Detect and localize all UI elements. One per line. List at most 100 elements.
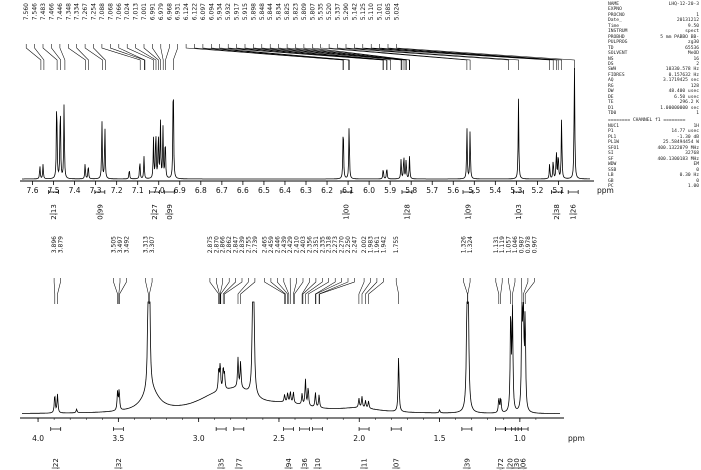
bottom-integral-value: 3.39: [463, 458, 471, 470]
top-peak-label: 7.066: [116, 3, 123, 20]
param-value: 1.00000000 sec: [660, 105, 699, 111]
top-peak-connector: [396, 44, 575, 70]
bottom-spectrum-trace: [22, 301, 560, 414]
top-peak-label: 5.101: [377, 3, 384, 20]
bottom-peak-connector: [307, 278, 329, 304]
top-tick-label: 6.2: [321, 186, 333, 195]
top-peak-connector: [42, 44, 58, 70]
top-peak-label: 5.915: [242, 3, 249, 20]
top-row: DS 2: [608, 62, 699, 67]
bottom-peak-connector: [209, 278, 219, 304]
top-tick-label: 7.2: [111, 186, 123, 195]
top-tick-label: 6.3: [300, 186, 312, 195]
bottom-peak-connector: [368, 278, 384, 304]
bottom-peak-connector: [219, 278, 223, 304]
top-peak-label: 5.844: [267, 3, 274, 20]
param-value: 0.157632 Hz: [668, 72, 699, 78]
bottom-peak-label: 1.326: [461, 236, 468, 253]
top-peak-connector: [51, 44, 61, 70]
param-key: Date_: [608, 18, 622, 24]
bottom-tick-label: 4.0: [32, 434, 44, 443]
param-key: NUC1: [608, 123, 620, 129]
top-row: DE 6.50 usec: [608, 95, 699, 100]
param-value: zg30: [687, 40, 699, 46]
bottom-peak-connector: [395, 278, 399, 304]
bottom-peak-connector: [149, 278, 153, 304]
bottom-tick-label: 2.5: [273, 434, 285, 443]
top-peak-label: 6.122: [192, 3, 199, 20]
top-peak-connector: [110, 44, 145, 70]
bottom-integral-value: 1.94: [285, 458, 293, 470]
bottom-peak-connector: [145, 278, 149, 304]
param-value: 9.50: [687, 23, 699, 29]
param-value: 400.1300183 MHz: [657, 156, 700, 162]
bottom-peak-label: 2.335: [319, 236, 326, 253]
param-key: DS: [608, 61, 614, 67]
top-tick-label: 6.7: [216, 186, 228, 195]
top-peak-connector: [337, 44, 509, 70]
top-row: TD0 1: [608, 111, 699, 116]
top-peak-label: 5.825: [284, 3, 291, 20]
top-integral-value: 1.28: [404, 204, 412, 220]
bottom-peak-label: 2.250: [345, 236, 352, 253]
top-row: NS 16: [608, 57, 699, 62]
param-key: PULPROG: [608, 40, 628, 46]
top-peak-connector: [25, 44, 42, 70]
top-row: TE 296.2 K: [608, 100, 699, 105]
bottom-row: SI 32768: [608, 151, 699, 156]
top-peak-label: 6.979: [158, 3, 165, 20]
top-peak-label: 5.807: [309, 3, 316, 20]
param-value: 14.77 usec: [671, 129, 699, 135]
top-tick-label: 7.1: [132, 186, 144, 195]
top-integral-value: 1.26: [570, 204, 578, 220]
top-peak-label: 6.968: [166, 3, 173, 20]
bottom-peak-label: 3.879: [58, 236, 65, 253]
bottom-peak-label: 1.046: [512, 236, 519, 253]
bottom-peak-connector: [524, 278, 535, 304]
bottom-tick-label: 1.0: [514, 434, 526, 443]
top-peak-connector: [312, 44, 410, 70]
param-key: P1: [608, 129, 614, 135]
top-peak-label: 7.254: [91, 3, 98, 20]
param-value: 1.00: [687, 183, 699, 189]
top-peak-connector: [34, 44, 45, 70]
top-peak-connector: [328, 44, 471, 70]
top-peak-label: 5.290: [343, 3, 350, 20]
bottom-peak-label: 2.875: [207, 236, 214, 253]
top-peak-connector: [160, 44, 164, 70]
bottom-peak-label: 3.497: [117, 236, 124, 253]
top-peak-label: 7.001: [141, 3, 148, 20]
top-peak-label: 7.560: [23, 3, 30, 20]
param-key: GB: [608, 178, 614, 184]
bottom-row: PC 1.00: [608, 184, 699, 189]
top-tick-label: 7.5: [48, 186, 60, 195]
top-peak-label: 5.898: [250, 3, 257, 20]
top-row: Time 9.50: [608, 24, 699, 29]
bottom-peak-label: 0.987: [519, 236, 526, 253]
param-value: 32768: [685, 151, 699, 157]
top-tick-label: 7.6: [27, 186, 39, 195]
top-spectrum-trace: [22, 67, 590, 180]
bottom-peak-connector: [224, 278, 243, 304]
bottom-tick-label: 1.5: [434, 434, 446, 443]
bottom-peak-label: 1.755: [393, 236, 400, 253]
bottom-integral-value: 0.72: [497, 458, 505, 470]
param-value: 25.58494454 W: [663, 140, 699, 146]
param-key: INSTRUM: [608, 29, 628, 35]
bottom-peak-label: 1.324: [467, 236, 474, 253]
top-peak-connector: [211, 44, 350, 70]
bottom-peak-label: 3.307: [149, 236, 156, 253]
top-peak-connector: [152, 44, 161, 70]
bottom-peak-label: 2.862: [226, 236, 233, 253]
param-value: 6.50 usec: [674, 94, 699, 100]
bottom-peak-label: 2.847: [233, 236, 240, 253]
top-peak-label: 7.446: [57, 3, 64, 20]
bottom-peak-label: 2.446: [274, 236, 281, 253]
param-key: DW: [608, 89, 614, 95]
param-value: 1: [696, 111, 699, 117]
top-tick-label: 5.1: [552, 186, 564, 195]
top-peak-label: 5.024: [394, 3, 401, 20]
top-peak-connector: [370, 44, 557, 70]
bottom-integral-value: 1.11: [361, 458, 369, 470]
top-row: NAME LHQ-12-20-3: [608, 2, 699, 7]
